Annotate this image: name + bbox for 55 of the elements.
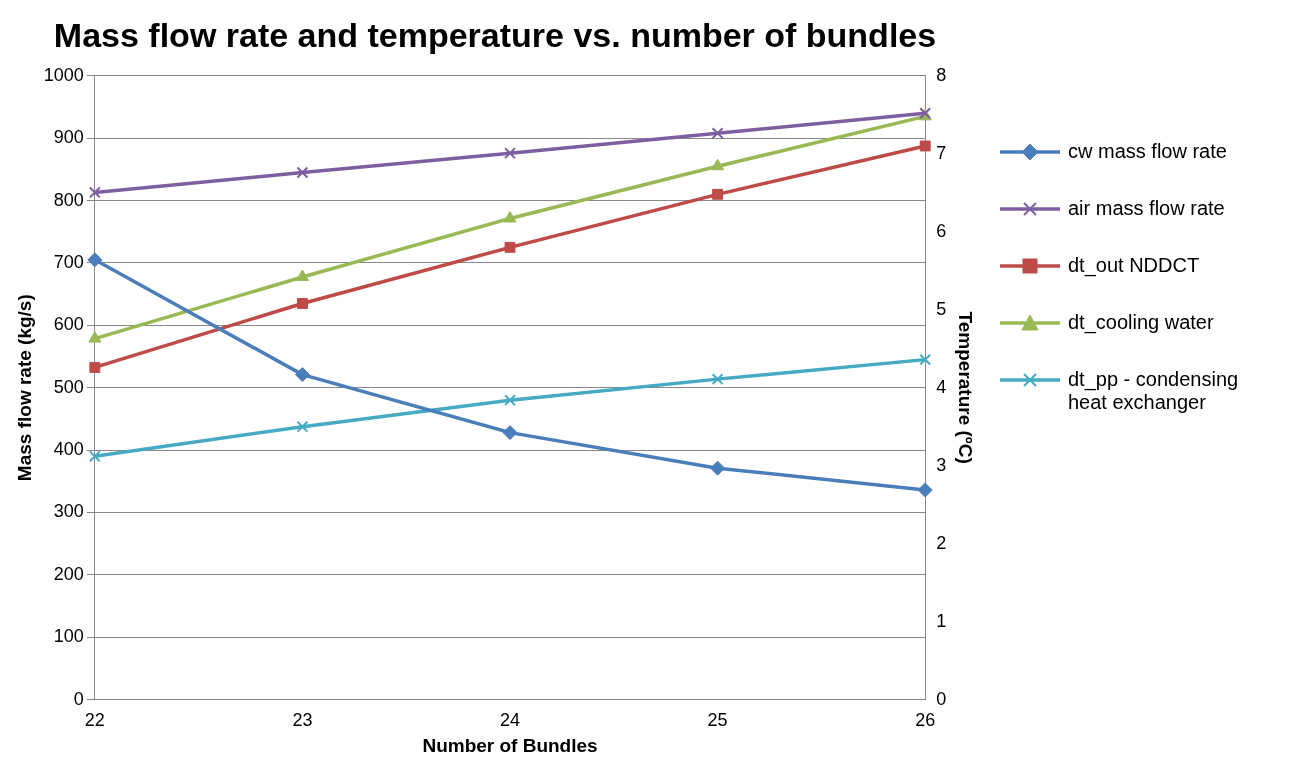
y-tick-label: 0 <box>73 688 84 709</box>
point <box>88 331 102 343</box>
point <box>917 482 933 498</box>
point <box>502 425 518 441</box>
y-tick-label: 500 <box>53 376 84 397</box>
point <box>710 460 726 476</box>
y-tick-label: 900 <box>53 127 84 148</box>
point <box>504 147 516 160</box>
legend-label: air mass flow rate <box>1068 197 1225 220</box>
y-tick-label: 300 <box>53 501 84 522</box>
point <box>296 420 309 433</box>
x-tick-label: 23 <box>292 710 313 731</box>
legend-label: dt_cooling water <box>1068 311 1214 334</box>
y2-tick-label: 8 <box>936 64 947 85</box>
point <box>296 166 309 179</box>
y-tick-label: 400 <box>53 439 84 460</box>
y2-tick-label: 6 <box>936 220 947 241</box>
y-tick-label: 200 <box>53 563 84 584</box>
y2-axis-title: Temperature (ºC) <box>955 311 977 464</box>
point <box>504 394 516 407</box>
chart-title: Mass flow rate and temperature vs. number of bundles <box>53 15 937 54</box>
y2-tick-label: 1 <box>936 610 947 631</box>
y-tick-label: 700 <box>53 251 84 272</box>
y-tick-label: 100 <box>53 626 84 647</box>
x-tick-label: 25 <box>707 710 728 731</box>
point <box>296 298 308 309</box>
point <box>919 140 931 152</box>
point <box>711 373 724 386</box>
point <box>503 210 517 223</box>
y-tick-label: 1000 <box>43 64 84 85</box>
point <box>89 361 101 373</box>
x-tick-label: 26 <box>915 710 936 731</box>
y2-tick-label: 5 <box>936 298 947 319</box>
point <box>295 269 309 281</box>
y-axis-title: Mass flow rate (kg/s) <box>13 294 35 482</box>
point <box>711 158 725 171</box>
legend-label: dt_pp - condensing heat exchanger <box>1068 368 1240 414</box>
y2-tick-label: 7 <box>936 142 947 163</box>
point <box>712 188 724 200</box>
x-tick-label: 24 <box>500 710 521 731</box>
y2-tick-label: 2 <box>936 532 947 553</box>
y-tick-label: 600 <box>53 314 84 335</box>
point <box>711 127 724 140</box>
x-tick-label: 22 <box>84 710 105 731</box>
point <box>919 353 932 366</box>
x-axis-title: Number of Bundles <box>422 734 598 756</box>
point <box>504 241 516 253</box>
y2-tick-label: 3 <box>936 454 947 475</box>
y2-tick-label: 4 <box>936 376 947 397</box>
legend-label: dt_out NDDCT <box>1068 254 1200 277</box>
y2-tick-label: 0 <box>936 688 947 709</box>
y-tick-label: 800 <box>53 189 84 210</box>
legend-label: cw mass flow rate <box>1068 140 1227 163</box>
point <box>87 252 103 268</box>
point <box>294 367 310 383</box>
